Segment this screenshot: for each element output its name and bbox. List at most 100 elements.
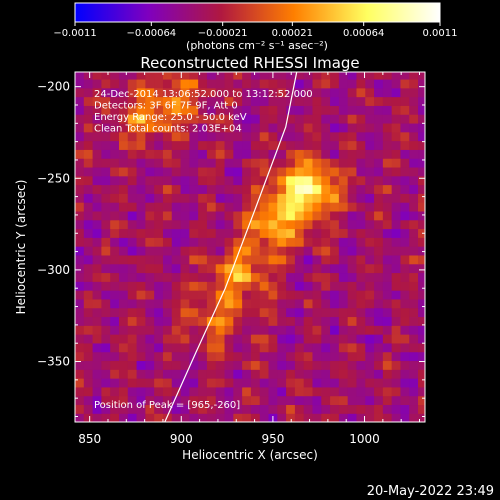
heatmap-cell: [189, 202, 199, 212]
heatmap-cell: [215, 334, 226, 344]
heatmap-cell: [347, 166, 358, 177]
heatmap-cell: [382, 175, 393, 186]
heatmap-cell: [127, 140, 138, 150]
heatmap-cell: [391, 360, 402, 370]
heatmap-cell: [303, 395, 314, 406]
heatmap-cell: [382, 122, 393, 133]
heatmap-cell: [224, 298, 234, 309]
heatmap-cell: [154, 342, 164, 353]
heatmap-cell: [242, 378, 252, 388]
heatmap-cell: [400, 307, 410, 318]
heatmap-cell: [268, 166, 278, 177]
heatmap-cell: [294, 246, 305, 256]
heatmap-cell: [198, 193, 208, 203]
heatmap-cell: [286, 378, 296, 388]
heatmap-cell: [418, 342, 425, 353]
heatmap-cell: [215, 78, 226, 89]
heatmap-cell: [110, 263, 120, 274]
heatmap-cell: [250, 307, 261, 318]
heatmap-cell: [75, 202, 85, 212]
heatmap-cell: [409, 298, 419, 309]
heatmap-cell: [382, 96, 393, 106]
heatmap-cell: [206, 131, 217, 142]
heatmap-cell: [303, 237, 314, 247]
heatmap-cell: [259, 307, 270, 318]
heatmap-cell: [259, 96, 270, 106]
heatmap-cell: [224, 404, 234, 414]
heatmap-cell: [338, 122, 349, 133]
heatmap-cell: [374, 413, 384, 422]
heatmap-cell: [233, 72, 243, 80]
heatmap-cell: [259, 342, 270, 353]
heatmap-cell: [303, 96, 314, 106]
heatmap-cell: [277, 140, 287, 150]
heatmap-cell: [286, 334, 296, 344]
heatmap-cell: [321, 184, 331, 194]
heatmap-cell: [268, 78, 278, 89]
heatmap-cell: [136, 237, 146, 247]
heatmap-cell: [277, 210, 287, 221]
heatmap-cell: [75, 149, 85, 159]
heatmap-cell: [127, 325, 138, 335]
heatmap-cell: [259, 219, 270, 230]
heatmap-cell: [286, 254, 296, 265]
heatmap-cell: [127, 131, 138, 142]
heatmap-cell: [409, 149, 419, 159]
heatmap-cell: [180, 351, 190, 362]
heatmap-cell: [101, 140, 111, 150]
heatmap-cell: [75, 219, 85, 230]
heatmap-cell: [374, 325, 384, 335]
heatmap-cell: [409, 184, 419, 194]
heatmap-cell: [303, 369, 314, 379]
heatmap-cell: [286, 342, 296, 353]
heatmap-cell: [83, 246, 94, 256]
heatmap-cell: [303, 360, 314, 370]
heatmap-cell: [250, 342, 261, 353]
heatmap-cell: [418, 413, 425, 422]
heatmap-cell: [347, 184, 358, 194]
heatmap-cell: [233, 334, 243, 344]
heatmap-cell: [189, 228, 199, 238]
heatmap-cell: [321, 413, 331, 422]
heatmap-cell: [180, 202, 190, 212]
heatmap-cell: [382, 290, 393, 300]
heatmap-cell: [101, 219, 111, 230]
heatmap-cell: [154, 263, 164, 274]
heatmap-cell: [391, 140, 402, 150]
heatmap-cell: [198, 254, 208, 265]
heatmap-cell: [118, 351, 129, 362]
heatmap-cell: [242, 96, 252, 106]
heatmap-cell: [374, 237, 384, 247]
heatmap-cell: [338, 281, 349, 291]
heatmap-cell: [75, 158, 85, 168]
heatmap-cell: [418, 96, 425, 106]
heatmap-cell: [136, 307, 146, 318]
heatmap-cell: [118, 386, 129, 397]
heatmap-cell: [154, 149, 164, 159]
heatmap-cell: [418, 316, 425, 326]
heatmap-cell: [338, 342, 349, 353]
heatmap-cell: [75, 105, 85, 115]
heatmap-cell: [365, 413, 375, 422]
heatmap-cell: [400, 184, 410, 194]
heatmap-cell: [286, 87, 296, 98]
heatmap-cell: [418, 404, 425, 414]
heatmap-cell: [338, 334, 349, 344]
heatmap-cell: [347, 307, 358, 318]
heatmap-cell: [303, 140, 314, 150]
heatmap-cell: [118, 166, 129, 177]
heatmap-cell: [356, 184, 366, 194]
heatmap-cell: [409, 378, 419, 388]
heatmap-cell: [162, 237, 173, 247]
heatmap-cell: [136, 184, 146, 194]
heatmap-cell: [198, 237, 208, 247]
heatmap-cell: [312, 184, 322, 194]
heatmap-cell: [233, 290, 243, 300]
colorbar-tick-label: 0.00021: [272, 28, 313, 39]
heatmap-cell: [268, 272, 278, 282]
heatmap-cell: [92, 316, 102, 326]
heatmap-cell: [250, 228, 261, 238]
heatmap-cell: [110, 386, 120, 397]
heatmap-cell: [162, 158, 173, 168]
heatmap-cell: [215, 378, 226, 388]
